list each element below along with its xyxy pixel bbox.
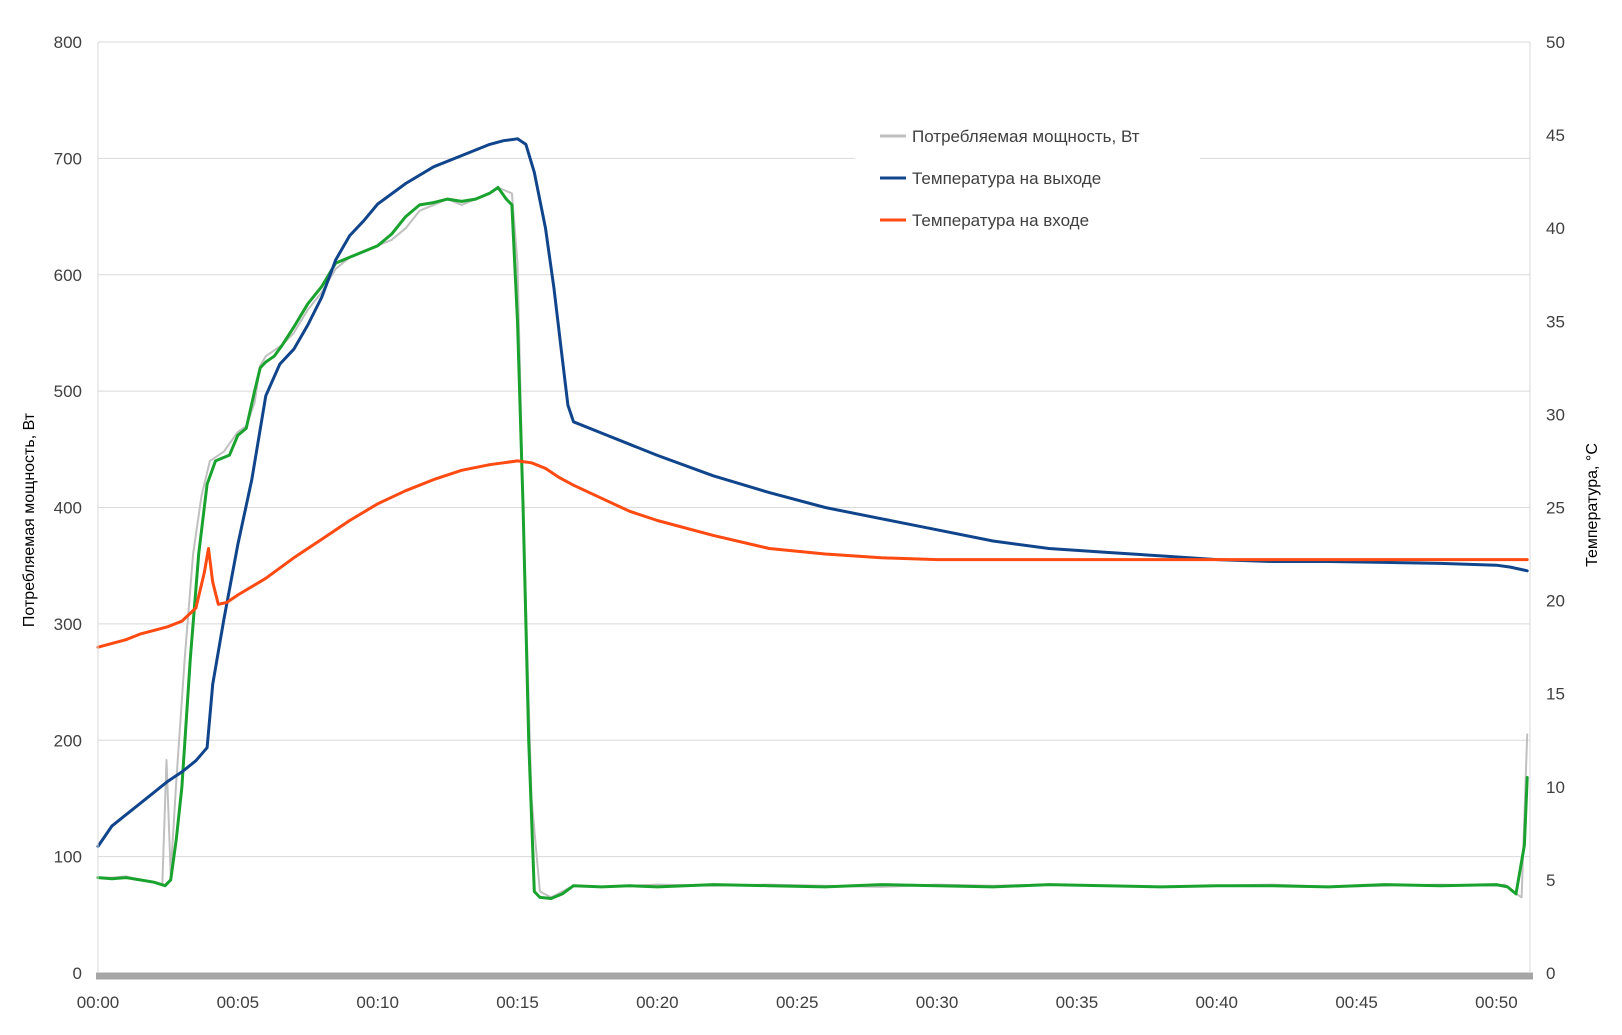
x-tick-label: 00:15 xyxy=(496,993,539,1012)
x-tick-label: 00:35 xyxy=(1056,993,1099,1012)
right-tick-label: 50 xyxy=(1546,33,1565,52)
right-tick-label: 35 xyxy=(1546,312,1565,331)
left-axis-title: Потребляемая мощность, Вт xyxy=(21,412,38,627)
x-tick-label: 00:05 xyxy=(217,993,260,1012)
series-power-smoothed-line xyxy=(96,186,1529,900)
left-tick-label: 200 xyxy=(54,731,82,750)
left-tick-labels: 0 100 200 300 400 500 600 700 800 xyxy=(54,33,82,983)
x-tick-label: 00:00 xyxy=(77,993,120,1012)
x-tick-label: 00:30 xyxy=(916,993,959,1012)
gridlines xyxy=(98,41,1530,858)
right-tick-labels: 0 5 10 15 20 25 30 35 40 45 50 xyxy=(1546,33,1565,983)
series-lines xyxy=(96,137,1529,900)
x-tick-label: 00:45 xyxy=(1335,993,1378,1012)
legend-background xyxy=(855,110,1200,240)
legend-label-inlet-temp: Температура на входе xyxy=(912,211,1089,230)
x-tick-label: 00:40 xyxy=(1195,993,1238,1012)
legend-label-power: Потребляемая мощность, Вт xyxy=(912,127,1140,146)
left-tick-label: 300 xyxy=(54,615,82,634)
right-tick-label: 15 xyxy=(1546,685,1565,704)
right-tick-label: 0 xyxy=(1546,964,1555,983)
right-tick-label: 25 xyxy=(1546,499,1565,518)
x-tick-label: 00:20 xyxy=(636,993,679,1012)
legend-label-outlet-temp: Температура на выходе xyxy=(912,169,1101,188)
right-axis-title: Температура, °C xyxy=(1584,443,1601,567)
right-tick-label: 20 xyxy=(1546,592,1565,611)
right-tick-label: 40 xyxy=(1546,219,1565,238)
right-tick-label: 10 xyxy=(1546,778,1565,797)
right-tick-label: 45 xyxy=(1546,126,1565,145)
left-tick-label: 600 xyxy=(54,266,82,285)
left-tick-label: 500 xyxy=(54,382,82,401)
left-tick-label: 800 xyxy=(54,33,82,52)
x-tick-label: 00:50 xyxy=(1475,993,1518,1012)
series-outlet-temp-line xyxy=(96,137,1529,848)
right-tick-label: 30 xyxy=(1546,405,1565,424)
series-inlet-temp-line xyxy=(96,459,1529,649)
legend: Потребляемая мощность, Вт Температура на… xyxy=(855,110,1200,240)
x-tick-label: 00:25 xyxy=(776,993,819,1012)
x-tick-label: 00:10 xyxy=(356,993,399,1012)
right-tick-label: 5 xyxy=(1546,871,1555,890)
x-tick-labels: 00:00 00:05 00:10 00:15 00:20 00:25 00:30 00:35… xyxy=(77,993,1518,1012)
left-tick-label: 700 xyxy=(54,149,82,168)
left-tick-label: 0 xyxy=(73,964,82,983)
left-tick-label: 100 xyxy=(54,848,82,867)
left-tick-label: 400 xyxy=(54,499,82,518)
